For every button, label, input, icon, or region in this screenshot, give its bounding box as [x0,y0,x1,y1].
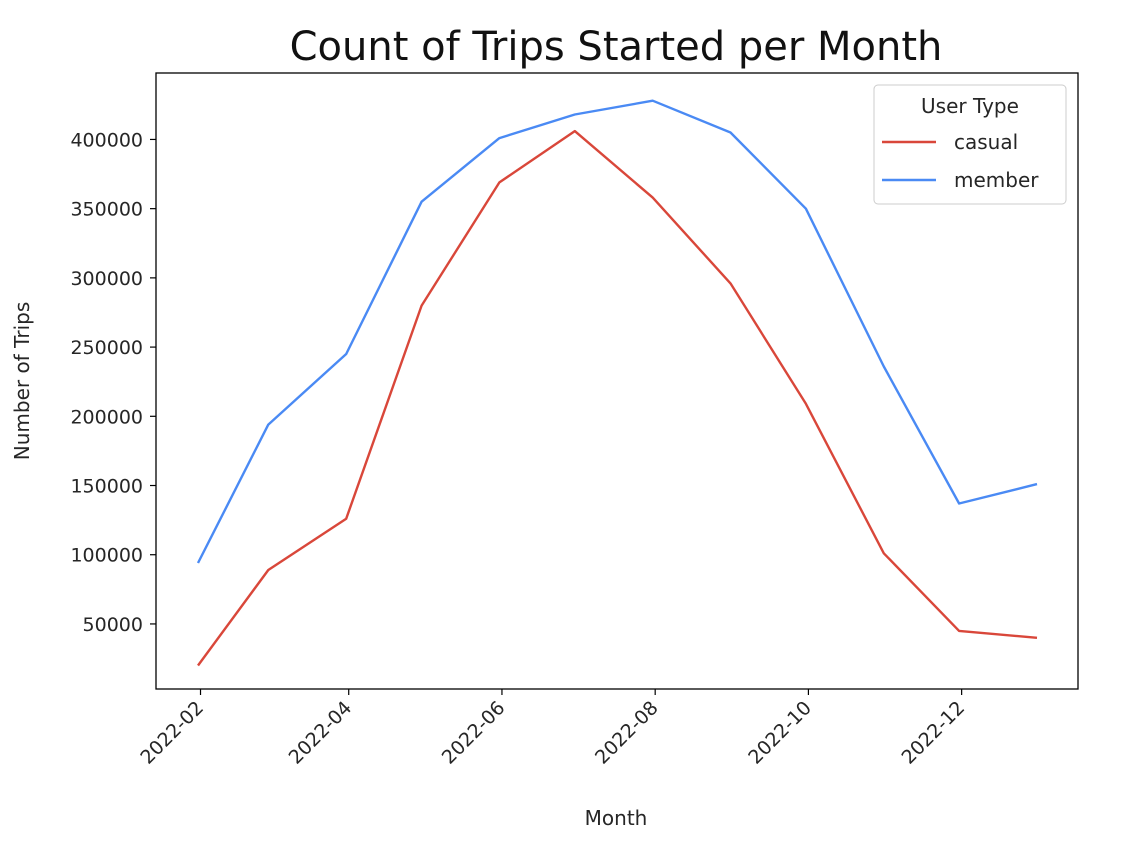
chart-title: Count of Trips Started per Month [290,24,943,70]
x-tick-label: 2022-10 [744,697,816,769]
y-tick-label: 300000 [70,268,143,290]
x-tick-label: 2022-02 [136,697,208,769]
series-line-member [196,99,1038,564]
legend-label-casual: casual [954,130,1018,154]
y-tick-label: 150000 [70,476,143,498]
y-tick-label: 100000 [70,545,143,567]
plot-area [155,72,1079,690]
legend: User Type casual member [873,84,1067,205]
y-tick-label: 200000 [70,406,143,428]
legend-label-member: member [954,168,1039,192]
series-lines [196,99,1038,667]
y-tick-label: 400000 [70,129,143,151]
x-axis-label: Month [585,806,648,830]
legend-title: User Type [921,94,1019,118]
series-line-casual [197,129,1038,667]
y-tick-label: 50000 [83,614,143,636]
x-axis: 2022-02 2022-04 2022-06 2022-08 2022-10 2022-… [136,689,969,769]
y-axis: 50000 100000 150000 200000 250000 300000 35000… [70,129,156,636]
x-tick-label: 2022-04 [285,697,357,769]
legend-entries: casual member [882,130,1039,192]
y-tick-label: 350000 [70,199,143,221]
y-axis-label: Number of Trips [10,302,34,461]
y-tick-label: 250000 [70,337,143,359]
x-tick-label: 2022-06 [438,697,510,769]
x-tick-label: 2022-12 [897,697,969,769]
legend-box [873,84,1067,205]
x-tick-label: 2022-08 [591,697,663,769]
